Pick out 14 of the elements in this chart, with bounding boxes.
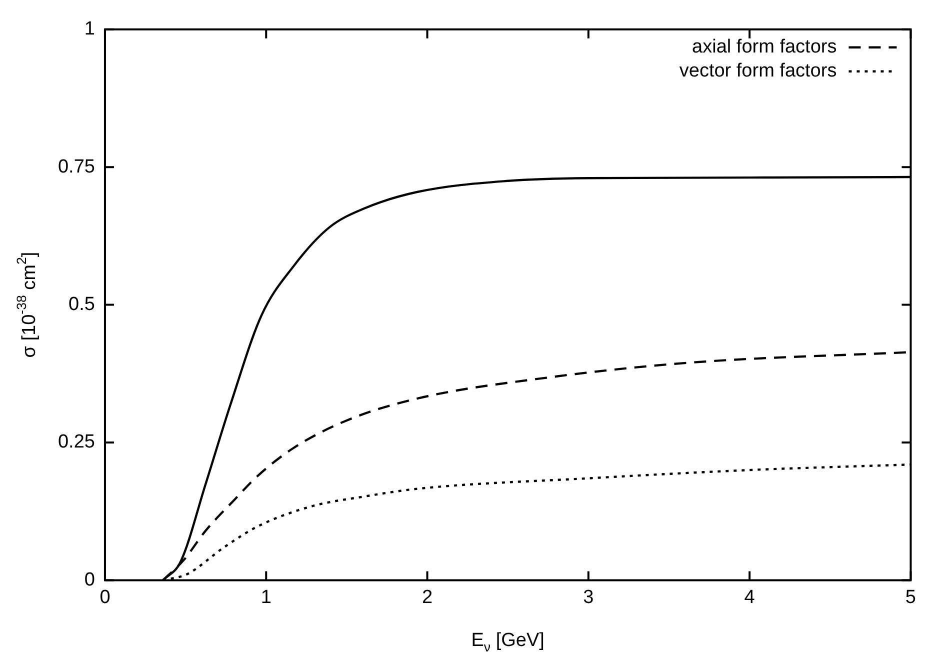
y-tick-label: 0.5	[68, 294, 95, 316]
y-axis-title: σ [10-38 cm2]	[14, 252, 40, 358]
y-tick-label: 0.75	[58, 156, 95, 178]
y-tick-label: 0.25	[58, 432, 95, 453]
x-tick-label: 3	[583, 586, 594, 608]
y-tick-label: 1	[84, 18, 95, 40]
x-tick-label: 5	[905, 586, 916, 608]
x-tick-label: 4	[744, 586, 756, 608]
legend-label: vector form factors	[679, 60, 837, 82]
x-tick-label: 2	[422, 586, 433, 608]
legend-label: axial form factors	[692, 36, 837, 58]
x-tick-label: 1	[260, 586, 272, 608]
y-tick-label: 0	[84, 569, 95, 590]
x-tick-label: 0	[100, 586, 110, 608]
